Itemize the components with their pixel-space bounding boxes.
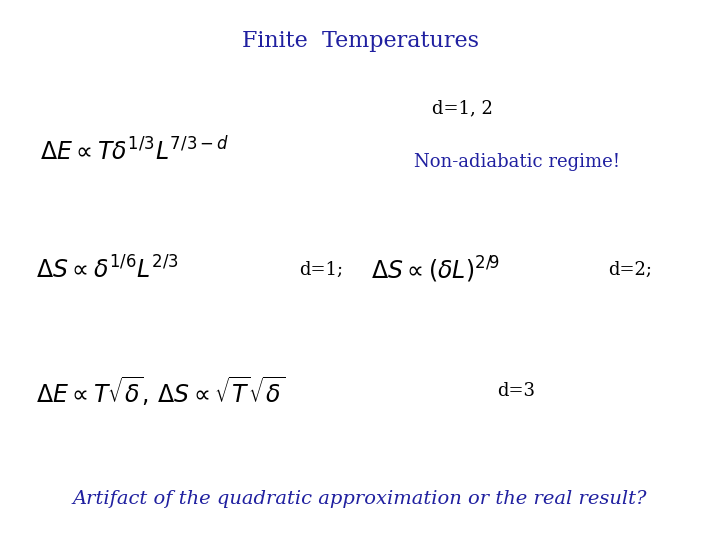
Text: $\Delta S \propto (\delta L)^{2/9}$: $\Delta S \propto (\delta L)^{2/9}$	[371, 255, 500, 285]
Text: Non-adiabatic regime!: Non-adiabatic regime!	[414, 153, 620, 171]
Text: d=3: d=3	[497, 382, 535, 401]
Text: $\Delta S \propto \delta^{1/6} L^{2/3}$: $\Delta S \propto \delta^{1/6} L^{2/3}$	[36, 256, 179, 284]
Text: d=1;: d=1;	[299, 261, 343, 279]
Text: $\Delta E \propto T\sqrt{\delta},\, \Delta S \propto \sqrt{T}\sqrt{\delta}$: $\Delta E \propto T\sqrt{\delta},\, \Del…	[36, 375, 285, 408]
Text: Artifact of the quadratic approximation or the real result?: Artifact of the quadratic approximation …	[73, 490, 647, 508]
Text: d=2;: d=2;	[608, 261, 652, 279]
Text: d=1, 2: d=1, 2	[432, 99, 493, 117]
Text: Finite  Temperatures: Finite Temperatures	[241, 30, 479, 52]
Text: $\Delta E \propto T\delta^{1/3} L^{7/3-d}$: $\Delta E \propto T\delta^{1/3} L^{7/3-d…	[40, 137, 229, 165]
